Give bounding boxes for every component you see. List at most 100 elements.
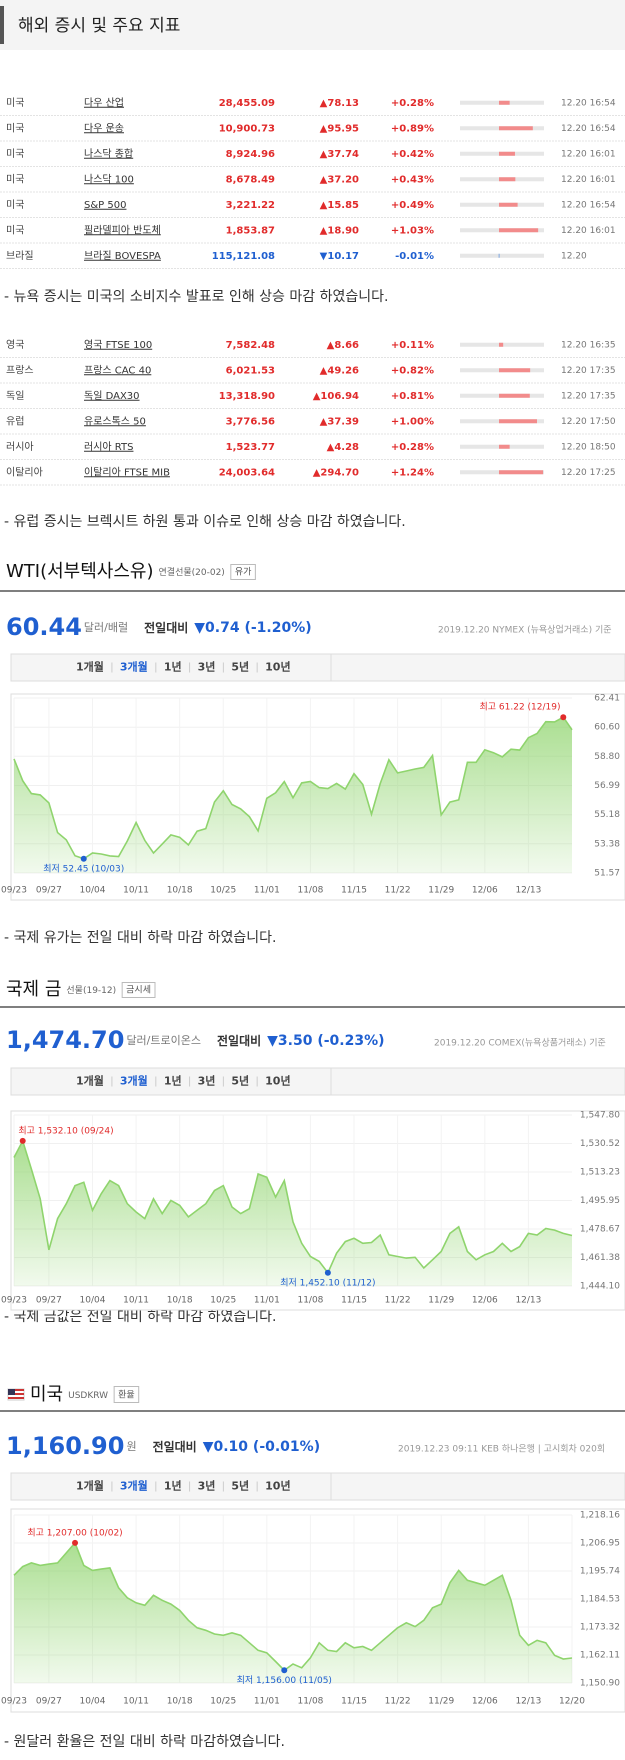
y-tick-label: 1,206.95 bbox=[580, 1539, 620, 1549]
price: 3,221.22 bbox=[226, 200, 275, 211]
period-tab[interactable]: 3개월 bbox=[120, 1479, 148, 1493]
time: 12.20 16:54 bbox=[561, 200, 616, 210]
change-bar bbox=[499, 202, 518, 207]
change: ▲37.20 bbox=[320, 174, 359, 185]
source: 2019.12.20 COMEX(뉴욕상품거래소) 기준 bbox=[434, 1038, 606, 1049]
price: 3,776.56 bbox=[226, 416, 275, 427]
x-tick-label: 12/06 bbox=[472, 1296, 498, 1306]
line bbox=[13, 716, 573, 860]
y-tick-label: 1,461.38 bbox=[580, 1253, 620, 1263]
period-tab[interactable]: 5년 bbox=[231, 660, 249, 674]
y-tick-label: 1,513.23 bbox=[580, 1168, 620, 1178]
x-tick-label: 11/22 bbox=[385, 886, 411, 896]
index-link[interactable]: 이탈리아 FTSE MIB bbox=[84, 465, 170, 478]
period-tab[interactable]: 1년 bbox=[164, 660, 182, 674]
x-tick-label: 10/11 bbox=[123, 1296, 149, 1306]
country: 러시아 bbox=[6, 441, 34, 453]
price: 1,853.87 bbox=[226, 225, 275, 236]
x-tick-label: 09/27 bbox=[36, 886, 62, 896]
change-bar bbox=[499, 342, 504, 347]
price-row: 1,160.90 원 전일대비 ▼0.10 (-0.01%) bbox=[6, 1432, 320, 1460]
country: 미국 bbox=[6, 148, 24, 160]
header-title: 해외 증시 및 주요 지표 bbox=[18, 16, 180, 36]
chart-heading: 국제 금 선물(19-12) bbox=[6, 979, 116, 1000]
x-tick-label: 10/11 bbox=[123, 886, 149, 896]
price: 28,455.09 bbox=[219, 98, 275, 109]
price: 60.44 bbox=[6, 613, 82, 641]
period-tab[interactable]: 3년 bbox=[198, 1479, 216, 1493]
change: ▼3.50 (-0.23%) bbox=[267, 1033, 384, 1049]
period-tab[interactable]: 1개월 bbox=[76, 1479, 104, 1493]
period-tab[interactable]: 10년 bbox=[265, 1074, 290, 1088]
x-tick-label: 10/18 bbox=[167, 1296, 193, 1306]
country: 유럽 bbox=[6, 415, 24, 427]
change-pct: +0.11% bbox=[391, 340, 434, 351]
x-tick-label: 12/13 bbox=[515, 886, 541, 896]
max-label: 최고 1,532.10 (09/24) bbox=[18, 1125, 113, 1136]
index-link[interactable]: 브라질 BOVESPA bbox=[84, 250, 161, 262]
change-pct: +1.24% bbox=[391, 467, 434, 478]
x-tick-label: 10/25 bbox=[210, 886, 236, 896]
tag-button: 유가 bbox=[235, 567, 252, 578]
index-link[interactable]: 다우 운송 bbox=[84, 122, 124, 134]
change: ▲18.90 bbox=[320, 225, 359, 236]
header-bg bbox=[0, 0, 625, 50]
y-tick-label: 60.60 bbox=[594, 723, 620, 733]
index-link[interactable]: 필라델피아 반도체 bbox=[84, 224, 161, 236]
area bbox=[14, 1542, 572, 1683]
change-pct: -0.01% bbox=[395, 251, 434, 262]
period-tab[interactable]: 10년 bbox=[265, 1479, 290, 1493]
x-tick-label: 11/29 bbox=[428, 1697, 454, 1707]
source: 2019.12.23 09:11 KEB 하나은행 | 고시회차 020회 bbox=[398, 1443, 605, 1455]
change-pct: +0.42% bbox=[391, 149, 434, 160]
tag-button-box[interactable] bbox=[113, 1386, 140, 1403]
period-tab[interactable]: 5년 bbox=[231, 1479, 249, 1493]
period-tab[interactable]: 3개월 bbox=[120, 1074, 148, 1088]
period-tab[interactable]: 1개월 bbox=[76, 1074, 104, 1088]
change-bar bbox=[499, 126, 533, 131]
time: 12.20 16:01 bbox=[561, 226, 616, 236]
index-link[interactable]: 유로스톡스 50 bbox=[84, 415, 146, 427]
period-tab[interactable]: 3개월 bbox=[120, 660, 148, 674]
min-dot bbox=[281, 1667, 288, 1674]
change-bar bbox=[499, 368, 531, 373]
change-bar bbox=[499, 228, 539, 233]
min-label: 최저 1,156.00 (11/05) bbox=[237, 1675, 332, 1686]
index-link[interactable]: 독일 DAX30 bbox=[84, 390, 140, 402]
max-label: 최고 1,207.00 (10/02) bbox=[27, 1527, 122, 1538]
index-link[interactable]: 나스닥 100 bbox=[84, 173, 134, 185]
x-tick-label: 10/18 bbox=[167, 1697, 193, 1707]
flag-canton bbox=[8, 1389, 15, 1395]
index-link[interactable]: 러시아 RTS bbox=[84, 441, 133, 453]
change-pct: +0.43% bbox=[391, 174, 434, 185]
x-tick-label: 11/08 bbox=[297, 1296, 323, 1306]
source: 2019.12.20 NYMEX (뉴욕상업거래소) 기준 bbox=[438, 625, 612, 636]
price: 13,318.90 bbox=[219, 391, 275, 402]
country: 영국 bbox=[6, 339, 24, 351]
header-accent bbox=[0, 6, 4, 44]
y-tick-label: 53.38 bbox=[594, 839, 620, 849]
contract: 선물(19-12) bbox=[66, 985, 116, 996]
period-tab[interactable]: 10년 bbox=[265, 660, 290, 674]
flag-stripe bbox=[8, 1397, 24, 1399]
contract: USDKRW bbox=[68, 1391, 108, 1401]
x-tick-label: 11/15 bbox=[341, 1697, 367, 1707]
index-link[interactable]: 다우 산업 bbox=[84, 96, 124, 109]
tag-button-box[interactable] bbox=[230, 564, 256, 580]
period-tab[interactable]: 3년 bbox=[198, 1074, 216, 1088]
line bbox=[13, 1541, 573, 1672]
period-tab[interactable]: 5년 bbox=[231, 1074, 249, 1088]
period-tab[interactable]: 1년 bbox=[164, 1479, 182, 1493]
tag-button: 환율 bbox=[118, 1389, 135, 1401]
index-link[interactable]: S&P 500 bbox=[84, 200, 126, 211]
period-tab[interactable]: 1개월 bbox=[76, 660, 104, 674]
index-link[interactable]: 영국 FTSE 100 bbox=[84, 339, 152, 351]
x-tick-label: 12/13 bbox=[515, 1296, 541, 1306]
period-tab[interactable]: 1년 bbox=[164, 1074, 182, 1088]
period-tab[interactable]: 3년 bbox=[198, 660, 216, 674]
change-bar bbox=[499, 151, 515, 156]
index-link[interactable]: 프랑스 CAC 40 bbox=[84, 364, 151, 376]
change-bar bbox=[499, 444, 510, 449]
tag-button-box[interactable] bbox=[121, 982, 156, 998]
index-link[interactable]: 나스닥 종합 bbox=[84, 148, 133, 160]
